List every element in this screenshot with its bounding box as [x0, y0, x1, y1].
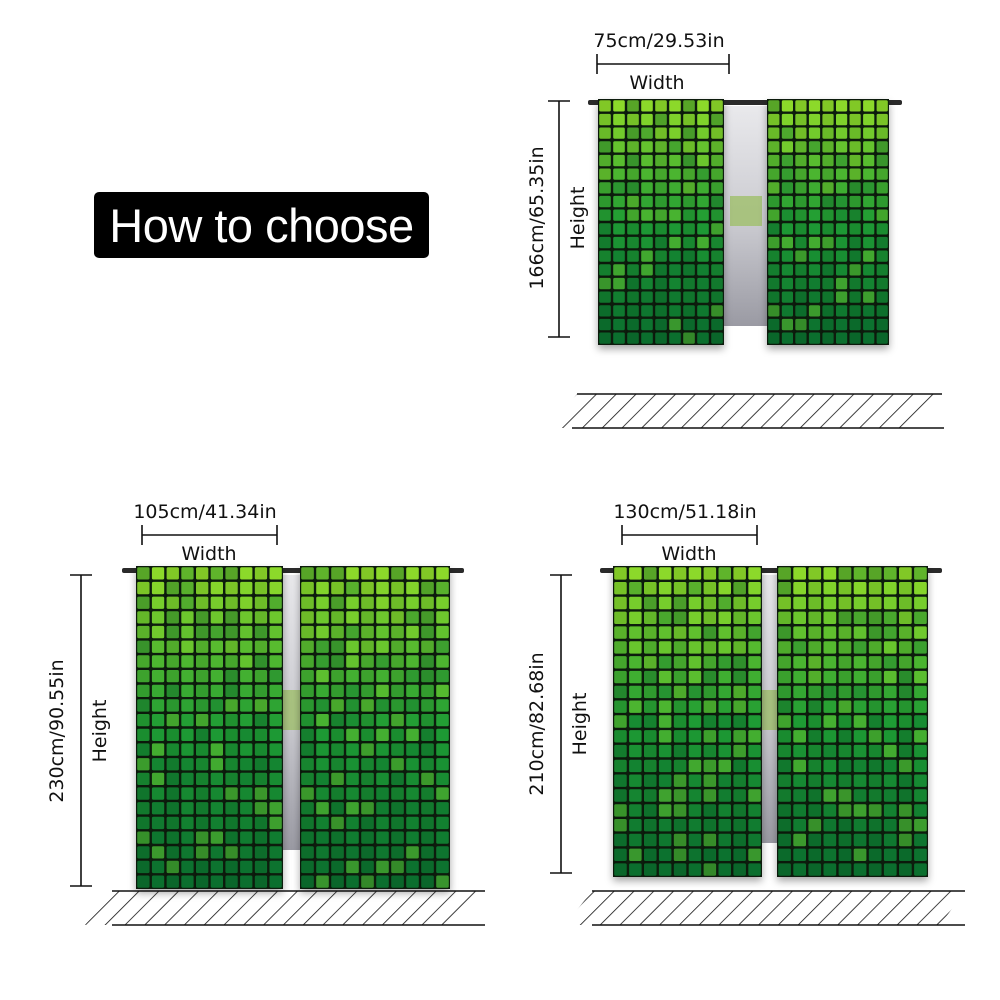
title-badge: How to choose: [94, 192, 429, 258]
panel-1: 75cm/29.53in Width 166cm/65.35in Height: [526, 30, 944, 429]
panel-3-width-value: 130cm/51.18in: [613, 501, 756, 523]
panel-3-width-label: Width: [661, 543, 716, 565]
panel-1-height-label: Height: [567, 187, 589, 250]
panel-2: 105cm/41.34in Width 230cm/90.55in Height: [46, 501, 485, 926]
panel-3-curtain-left: [613, 566, 762, 877]
panel-2-floor: [85, 891, 485, 925]
panel-1-curtain-left: [598, 99, 724, 345]
panel-3-height-label: Height: [569, 693, 591, 756]
panel-3-window-plant: [762, 690, 778, 730]
panel-1-height-value: 166cm/65.35in: [526, 146, 548, 289]
panel-2-width-value: 105cm/41.34in: [133, 501, 276, 523]
panel-3-curtain-right: [777, 566, 928, 877]
panel-2-height-label: Height: [89, 700, 111, 763]
panel-1-curtain-right: [767, 99, 889, 345]
panel-2-curtain-right: [300, 566, 450, 889]
panel-2-width-label: Width: [181, 543, 236, 565]
panel-1-window-plant: [730, 196, 762, 226]
panel-2-curtain-left: [136, 566, 283, 889]
panel-1-width-label: Width: [629, 72, 684, 94]
panel-1-width-value: 75cm/29.53in: [593, 30, 724, 52]
panel-2-window-plant: [282, 690, 300, 730]
panel-2-height-value: 230cm/90.55in: [46, 659, 68, 802]
panel-3-height-value: 210cm/82.68in: [526, 652, 548, 795]
panel-3: 130cm/51.18in Width 210cm/82.68in Height: [526, 501, 965, 926]
title-text: How to choose: [109, 198, 414, 252]
panel-1-floor: [550, 394, 942, 428]
panel-3-floor: [565, 891, 965, 925]
